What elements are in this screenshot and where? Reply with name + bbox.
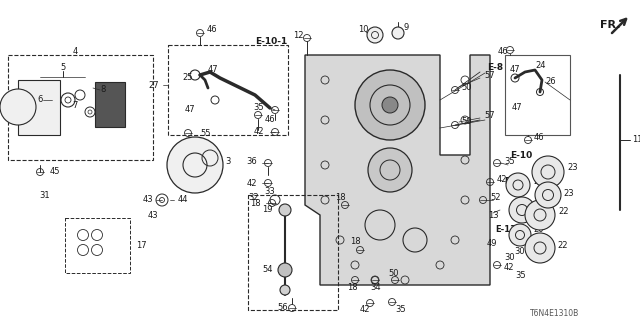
Bar [8,55,153,160]
Text: 18: 18 [349,237,360,246]
Circle shape [509,224,531,246]
Text: 26: 26 [545,77,556,86]
Text: 42: 42 [360,306,371,315]
Text: 36: 36 [246,156,257,165]
Text: T6N4E1310B: T6N4E1310B [530,308,579,317]
Text: 17: 17 [136,241,147,250]
Text: 43: 43 [142,196,153,204]
Text: 57: 57 [484,111,495,121]
Text: 42: 42 [504,263,515,273]
Text: 43: 43 [148,211,158,220]
Text: 18: 18 [335,193,346,202]
Text: 32: 32 [248,194,259,203]
Text: 8: 8 [100,85,106,94]
Circle shape [525,200,555,230]
Circle shape [167,137,223,193]
Bar [248,195,338,310]
Text: 44: 44 [178,196,189,204]
Polygon shape [305,55,490,285]
Bar [95,82,125,127]
Text: 50: 50 [388,269,399,278]
Text: 42: 42 [497,175,508,185]
Text: 47: 47 [185,106,196,115]
Text: 46: 46 [534,133,545,142]
Text: 47: 47 [510,66,520,75]
Text: 49: 49 [487,238,497,247]
Text: E-13: E-13 [504,178,525,187]
Circle shape [535,182,561,208]
Text: 30: 30 [504,253,515,262]
Text: 25: 25 [182,74,193,83]
Circle shape [278,263,292,277]
Text: 42: 42 [253,127,264,137]
Text: 18: 18 [250,198,261,207]
Text: 46: 46 [265,116,276,124]
Circle shape [368,148,412,192]
Text: 4: 4 [72,47,77,57]
Text: 20: 20 [533,226,543,235]
Circle shape [280,285,290,295]
Text: 54: 54 [262,266,273,275]
Text: 22: 22 [558,207,568,217]
Text: 46: 46 [207,26,218,35]
Text: 30: 30 [515,247,525,257]
Text: 11: 11 [632,135,640,145]
Text: 46: 46 [498,47,508,57]
Circle shape [367,27,383,43]
Text: 52: 52 [490,194,500,203]
Text: 24: 24 [535,60,545,69]
Text: 56: 56 [277,303,287,313]
Text: 27: 27 [148,81,159,90]
Text: 47: 47 [512,103,523,113]
Text: 10: 10 [358,26,369,35]
Text: 5: 5 [60,63,66,73]
Circle shape [525,233,555,263]
Text: 33: 33 [264,188,275,196]
Bar [168,45,288,135]
Text: FR.: FR. [600,20,621,30]
Text: 35: 35 [504,156,515,165]
Text: 7: 7 [72,100,77,109]
Text: 18: 18 [347,284,358,292]
Text: 55: 55 [200,129,211,138]
Text: E-13: E-13 [495,226,516,235]
Text: 6: 6 [38,95,43,105]
Text: 45: 45 [50,167,61,177]
Text: 34: 34 [370,284,381,292]
Circle shape [355,70,425,140]
Text: E-8: E-8 [487,63,503,73]
Text: 35: 35 [515,270,525,279]
Bar [65,218,130,273]
Text: E-10-1: E-10-1 [255,37,287,46]
Text: 23: 23 [567,164,578,172]
Text: 42: 42 [246,179,257,188]
Text: 22: 22 [557,241,568,250]
Bar [505,55,570,135]
Text: 50: 50 [461,83,472,92]
Circle shape [509,197,535,223]
Text: 35: 35 [395,306,406,315]
Circle shape [382,97,398,113]
Circle shape [279,204,291,216]
Text: 3: 3 [225,157,230,166]
Circle shape [0,89,36,125]
Text: 47: 47 [208,66,219,75]
Text: 29: 29 [533,178,543,187]
Circle shape [506,173,530,197]
Circle shape [392,27,404,39]
Text: 35: 35 [253,103,264,113]
Text: 31: 31 [40,190,51,199]
Text: E-10: E-10 [510,150,532,159]
Text: 23: 23 [563,188,573,197]
Text: 19: 19 [262,205,273,214]
Circle shape [532,156,564,188]
Text: 9: 9 [404,23,409,33]
Text: 57: 57 [484,71,495,81]
Text: 13: 13 [488,211,499,220]
Text: 21: 21 [538,203,548,212]
Bar [18,80,60,135]
Text: 12: 12 [292,30,303,39]
Text: 50: 50 [461,117,472,126]
